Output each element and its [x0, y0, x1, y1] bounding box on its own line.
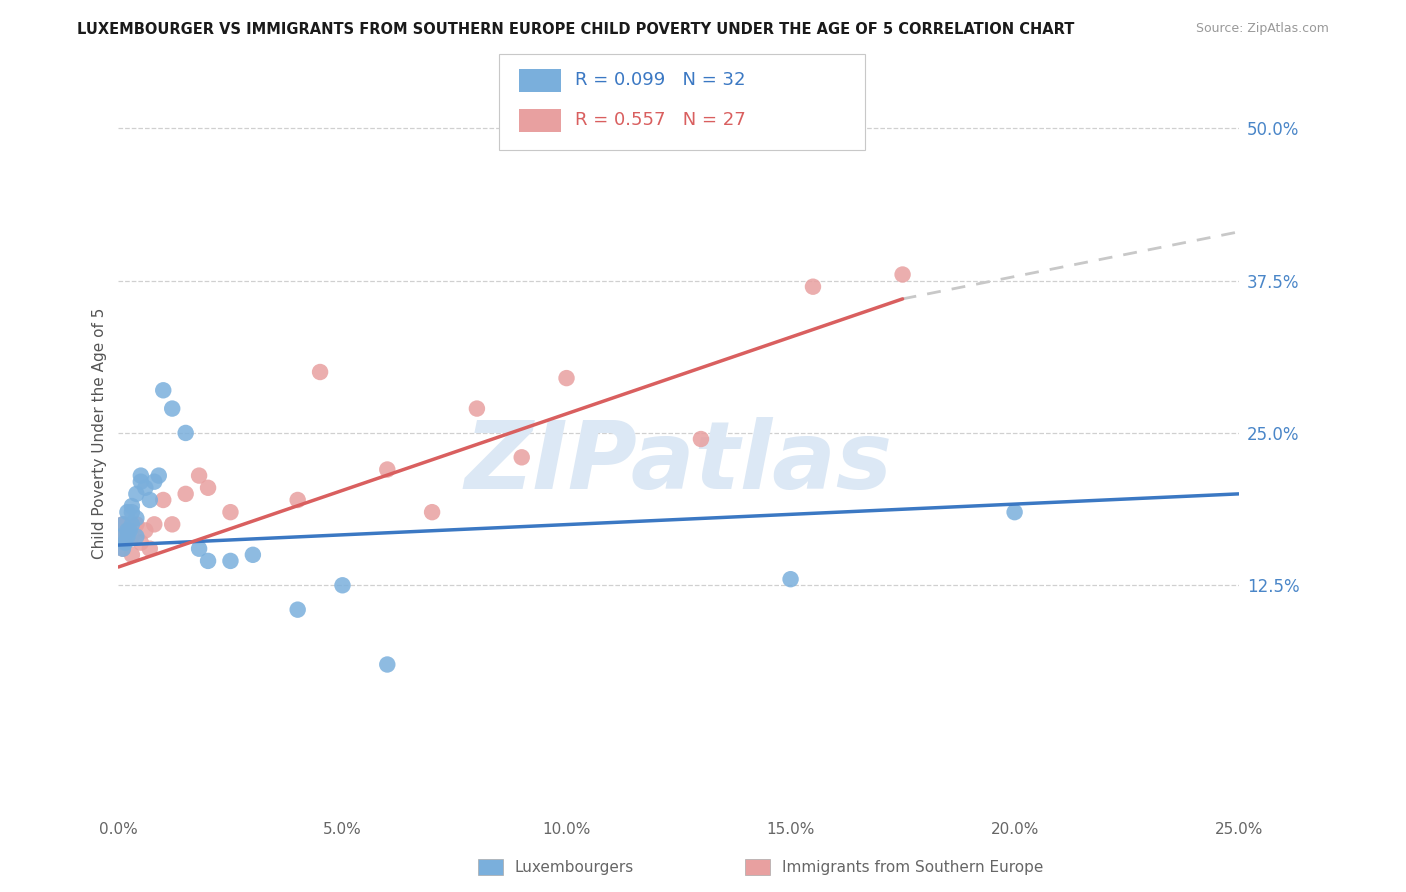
Point: [134, 524, 156, 538]
Point: [375, 462, 398, 476]
Point: [188, 541, 211, 556]
Point: [152, 493, 174, 508]
Point: [111, 517, 134, 532]
Point: [134, 481, 156, 495]
Point: [125, 487, 148, 501]
Point: [465, 401, 488, 416]
Point: [160, 517, 183, 532]
Point: [121, 529, 143, 543]
Point: [332, 578, 354, 592]
Point: [121, 548, 143, 562]
Point: [160, 401, 183, 416]
Point: [117, 524, 139, 538]
Point: [891, 268, 914, 282]
Point: [139, 493, 162, 508]
Point: [188, 468, 211, 483]
Point: [287, 493, 309, 508]
Text: ZIPatlas: ZIPatlas: [464, 417, 893, 509]
Point: [125, 517, 148, 532]
Point: [121, 517, 143, 532]
Point: [1004, 505, 1026, 519]
Point: [117, 529, 139, 543]
Point: [174, 425, 197, 440]
Point: [129, 475, 152, 489]
Point: [420, 505, 443, 519]
Point: [139, 541, 162, 556]
Text: Immigrants from Southern Europe: Immigrants from Southern Europe: [782, 860, 1043, 874]
Point: [121, 505, 143, 519]
Point: [129, 468, 152, 483]
Point: [117, 524, 139, 538]
Point: [197, 481, 219, 495]
Point: [287, 602, 309, 616]
Point: [111, 541, 134, 556]
Point: [801, 279, 824, 293]
Point: [510, 450, 533, 465]
Point: [110, 529, 132, 543]
Text: LUXEMBOURGER VS IMMIGRANTS FROM SOUTHERN EUROPE CHILD POVERTY UNDER THE AGE OF 5: LUXEMBOURGER VS IMMIGRANTS FROM SOUTHERN…: [77, 22, 1074, 37]
Point: [121, 499, 143, 513]
Point: [309, 365, 332, 379]
Point: [242, 548, 264, 562]
Point: [125, 511, 148, 525]
Point: [219, 505, 242, 519]
Point: [143, 475, 166, 489]
Point: [174, 487, 197, 501]
Point: [118, 524, 141, 538]
Point: [129, 535, 152, 549]
Point: [110, 529, 132, 543]
Point: [117, 505, 139, 519]
Point: [375, 657, 398, 672]
Point: [219, 554, 242, 568]
Point: [555, 371, 578, 385]
Point: [125, 529, 148, 543]
Point: [114, 535, 136, 549]
Point: [111, 541, 134, 556]
Point: [143, 517, 166, 532]
Text: R = 0.557   N = 27: R = 0.557 N = 27: [575, 112, 745, 129]
Text: Source: ZipAtlas.com: Source: ZipAtlas.com: [1195, 22, 1329, 36]
Text: Luxembourgers: Luxembourgers: [515, 860, 634, 874]
Point: [690, 432, 713, 446]
Point: [111, 517, 134, 532]
Point: [152, 384, 174, 398]
Point: [197, 554, 219, 568]
Point: [779, 572, 801, 586]
Text: R = 0.099   N = 32: R = 0.099 N = 32: [575, 71, 745, 89]
Y-axis label: Child Poverty Under the Age of 5: Child Poverty Under the Age of 5: [93, 307, 107, 558]
Point: [148, 468, 170, 483]
